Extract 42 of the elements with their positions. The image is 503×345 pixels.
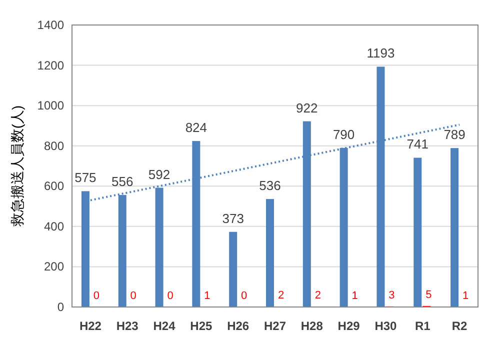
data-label: 922 bbox=[296, 100, 318, 116]
data-label: 0 bbox=[167, 290, 174, 302]
data-label: 0 bbox=[93, 290, 100, 302]
x-tick-label: H22 bbox=[79, 319, 102, 333]
data-label: 373 bbox=[222, 210, 244, 226]
x-tick-label: H26 bbox=[227, 319, 250, 333]
x-tick-label: R1 bbox=[414, 319, 431, 333]
x-tick-label: R2 bbox=[452, 319, 468, 333]
data-label: 5 bbox=[426, 288, 432, 301]
y-tick-label: 1000 bbox=[37, 98, 64, 113]
data-label: 0 bbox=[241, 290, 248, 302]
y-tick-label: 1400 bbox=[37, 18, 64, 32]
y-tick-label: 0 bbox=[57, 300, 64, 314]
x-tick-label: H29 bbox=[338, 319, 360, 333]
data-label: 789 bbox=[444, 127, 466, 142]
y-axis-title: 救急搬送人員数(人) bbox=[9, 105, 25, 228]
data-label: 556 bbox=[112, 174, 134, 190]
data-label: 0 bbox=[130, 290, 136, 302]
data-label: 1 bbox=[204, 290, 210, 302]
data-label: 2 bbox=[314, 290, 321, 302]
x-tick-label: H23 bbox=[116, 319, 139, 333]
x-tick-label: H28 bbox=[300, 319, 324, 333]
data-label: 575 bbox=[74, 170, 96, 186]
data-label: 536 bbox=[259, 178, 281, 194]
data-label: 1193 bbox=[366, 46, 395, 61]
x-tick-label: H27 bbox=[264, 319, 286, 333]
data-label: 1 bbox=[462, 290, 469, 302]
data-label: 1 bbox=[352, 290, 358, 302]
data-label: 824 bbox=[185, 120, 208, 136]
y-tick-label: 1200 bbox=[37, 58, 64, 72]
y-tick-label: 400 bbox=[44, 219, 64, 234]
x-tick-label: H24 bbox=[153, 319, 176, 333]
y-tick-label: 600 bbox=[44, 179, 64, 194]
y-tick-label: 800 bbox=[44, 138, 64, 153]
data-label: 741 bbox=[406, 136, 428, 152]
x-tick-label: H30 bbox=[374, 319, 398, 333]
data-label: 2 bbox=[278, 290, 284, 302]
data-label: 790 bbox=[332, 126, 355, 142]
data-label: 592 bbox=[148, 166, 170, 182]
data-label: 3 bbox=[388, 289, 395, 302]
x-tick-label: H25 bbox=[190, 319, 213, 333]
y-tick-label: 200 bbox=[44, 260, 64, 274]
